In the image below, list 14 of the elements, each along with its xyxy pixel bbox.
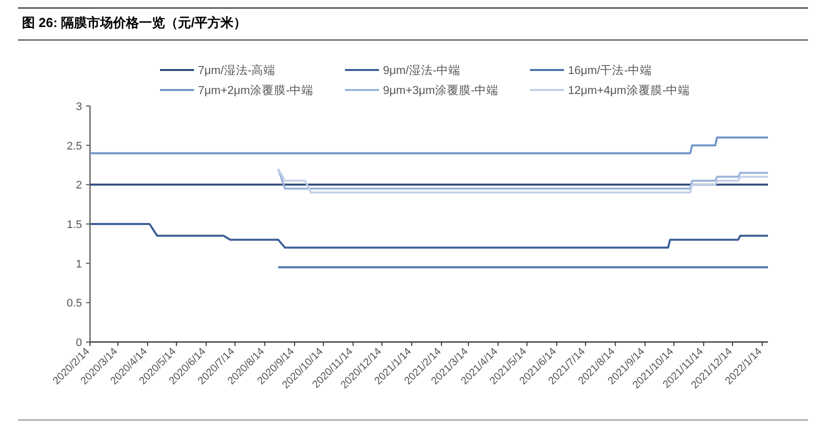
y-tick-label: 3 [76,101,82,113]
y-tick-label: 1 [76,258,82,270]
y-tick-label: 0.5 [66,298,82,310]
legend-label: 7μm/湿法-高端 [198,63,276,77]
y-tick-label: 1.5 [66,219,82,231]
y-tick-label: 2 [76,180,82,192]
legend-label: 16μm/干法-中端 [568,64,652,77]
legend-label: 12μm+4μm涂覆膜-中端 [568,84,690,97]
legend-label: 7μm+2μm涂覆膜-中端 [198,84,314,97]
chart-title: 图 26: 隔膜市场价格一览（元/平方米） [22,15,247,30]
legend-label: 9μm/湿法-中端 [383,64,461,77]
y-tick-label: 0 [76,337,82,349]
legend-label: 9μm+3μm涂覆膜-中端 [383,84,499,97]
y-tick-label: 2.5 [66,140,82,152]
